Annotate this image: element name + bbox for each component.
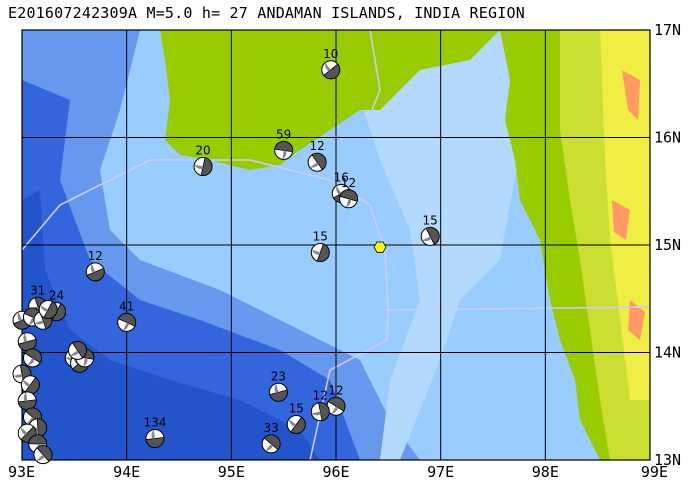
event-label: 12	[88, 249, 103, 263]
main-event-hexagon-icon	[373, 241, 387, 253]
event-label: 24	[49, 289, 64, 303]
event-label: 16	[334, 170, 349, 184]
event-marker: 15	[286, 402, 306, 435]
beachball-icon	[274, 140, 294, 160]
event-label: 23	[271, 369, 286, 383]
event-marker: 15	[310, 230, 330, 263]
event-label: 12	[328, 383, 343, 397]
event-label: 31	[30, 283, 45, 297]
beachball-icon	[38, 300, 58, 319]
event-marker: 12	[326, 383, 346, 416]
latitude-label: 15N	[654, 236, 681, 254]
map-title: E201607242309A M=5.0 h= 27 ANDAMAN ISLAN…	[8, 4, 525, 22]
event-label: 33	[263, 421, 278, 435]
beachball-icon	[310, 243, 330, 263]
plate-boundaries	[22, 30, 650, 460]
latitude-label: 17N	[654, 21, 681, 39]
longitude-label: 98E	[532, 463, 559, 481]
beachball-icon	[321, 60, 341, 80]
map-frame	[21, 29, 651, 461]
beachball-icon	[17, 391, 37, 411]
event-marker: 12	[85, 249, 105, 282]
event-marker: 20	[193, 144, 213, 177]
main-event-layer	[373, 241, 387, 253]
event-label: 12	[341, 176, 356, 190]
focal-mechanism-cluster	[12, 300, 95, 465]
beachball-icon	[307, 152, 327, 172]
beachball-icon	[310, 402, 330, 422]
event-marker: 41	[117, 299, 137, 332]
beachball-icon	[193, 157, 213, 177]
beachball-icon	[326, 396, 346, 416]
event-marker: 59	[274, 127, 294, 160]
coordinate-grid	[22, 30, 650, 460]
latitude-label: 14N	[654, 344, 681, 362]
longitude-label: 99E	[641, 463, 668, 481]
beachball-icon	[261, 434, 281, 454]
event-label: 15	[423, 213, 438, 227]
longitude-label: 94E	[113, 463, 140, 481]
event-label: 41	[119, 299, 134, 313]
event-label: 15	[289, 402, 304, 416]
event-label: 15	[313, 230, 328, 244]
longitude-label: 93E	[8, 463, 35, 481]
beachball-icon	[20, 375, 40, 395]
beachball-icon	[117, 312, 137, 332]
event-label: 20	[195, 144, 210, 158]
event-marker: 12	[310, 389, 330, 422]
beachball-icon	[17, 332, 37, 352]
event-label: 10	[323, 47, 338, 61]
event-label: 134	[143, 416, 166, 430]
beachball-icon	[33, 445, 53, 465]
event-marker: 33	[261, 421, 281, 454]
latitude-label: 13N	[654, 451, 681, 469]
peaks	[612, 70, 645, 340]
event-marker: 10	[321, 47, 341, 80]
beachball-icon	[22, 348, 42, 368]
trench-water	[22, 190, 320, 460]
longitude-label: 97E	[427, 463, 454, 481]
longitude-labels: 93E 94E 95E 96E 97E 98E 99E	[8, 463, 668, 481]
longitude-label: 95E	[218, 463, 245, 481]
beachball-icon	[67, 340, 87, 360]
event-marker: 15	[420, 213, 440, 246]
beachball-icon	[268, 382, 288, 402]
event-label: 12	[313, 389, 328, 403]
beachball-icon	[145, 429, 165, 448]
event-marker: 23	[268, 369, 288, 402]
beachball-icon	[339, 189, 359, 209]
event-label: 12	[310, 139, 325, 153]
event-marker: 134	[143, 416, 166, 448]
beachball-icon	[286, 415, 306, 435]
longitude-label: 96E	[322, 463, 349, 481]
delta-land	[160, 30, 500, 170]
event-marker: 12	[339, 176, 359, 209]
latitude-labels: 17N 16N 15N 14N 13N	[654, 21, 681, 469]
latitude-label: 16N	[654, 129, 681, 147]
event-label: 59	[276, 127, 291, 141]
beachball-icon	[85, 262, 105, 282]
event-marker: 12	[307, 139, 327, 172]
beachball-icon	[420, 226, 440, 246]
